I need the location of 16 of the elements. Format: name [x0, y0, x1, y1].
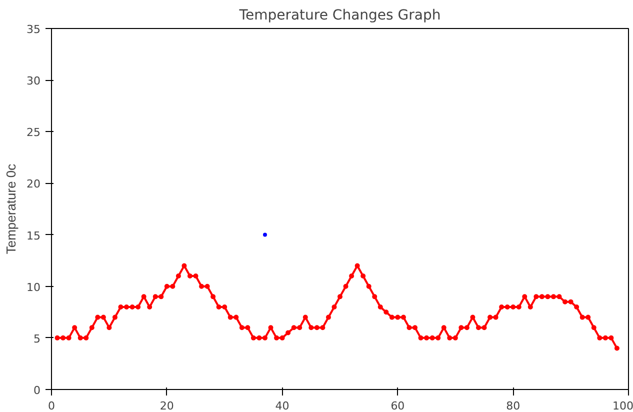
- y-tick-label: 10: [26, 280, 41, 294]
- y-tick-label: 15: [26, 229, 41, 242]
- y-tick-label: 30: [26, 74, 41, 88]
- x-tick-label: 80: [506, 400, 520, 412]
- x-tick-label: 0: [48, 400, 55, 412]
- x-tick-label: 60: [390, 400, 405, 412]
- y-tick-label: 35: [26, 23, 41, 36]
- y-tick-label: 0: [34, 384, 40, 397]
- chart-title: Temperature Changes Graph: [238, 8, 441, 24]
- x-tick-label: 20: [160, 400, 174, 412]
- y-tick-label: 20: [26, 178, 41, 191]
- y-tick-label: 25: [26, 126, 41, 140]
- y-axis-title: Temperature 0c: [4, 163, 19, 254]
- x-tick-label: 40: [275, 400, 290, 412]
- x-tick-label: 100: [612, 400, 633, 412]
- y-tick-label: 5: [34, 332, 40, 346]
